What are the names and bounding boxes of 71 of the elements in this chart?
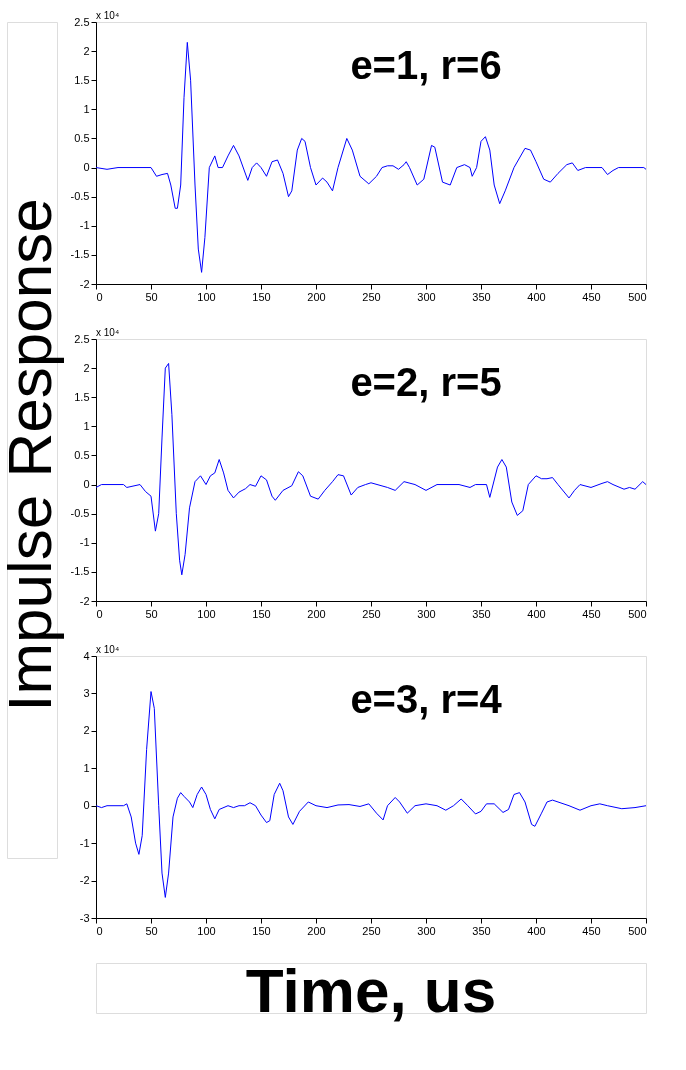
y-tick-label: -0.5 [70,507,90,520]
y-tick-label: 0.5 [74,131,90,144]
y-tick-label: 4 [83,649,90,662]
y-tick-label: -1.5 [70,248,90,261]
y-tick-label: -3 [79,911,90,924]
x-tick-label: 350 [472,290,491,303]
x-tick-label: 250 [362,290,381,303]
x-tick-label: 0 [96,607,103,620]
y-tick-label: -2 [79,874,90,887]
y-tick-label: 1.5 [74,73,90,86]
y-tick-label: 1 [83,419,90,432]
x-tick-label: 400 [527,290,546,303]
x-tick-label: 50 [145,290,158,303]
x-tick-label: 50 [145,607,158,620]
x-tick-label: 200 [307,290,326,303]
x-tick-label: 450 [582,924,601,937]
x-axis-title: Time, us [245,956,497,1025]
y-tick-label: 1 [83,102,90,115]
x-tick-label: 50 [145,924,158,937]
x-tick-label: 150 [252,290,271,303]
y-tick-label: 0 [83,161,90,174]
y-tick-label: -2 [79,277,90,290]
y-tick-label: -2 [79,594,90,607]
x-tick-label: 350 [472,607,491,620]
y-tick-label: -1.5 [70,565,90,578]
text: x 10⁴ [96,10,120,21]
x-tick-label: 500 [628,607,647,620]
y-tick-label: 2 [83,44,90,57]
y-tick-label: -0.5 [70,190,90,203]
text: x 10⁴ [96,644,120,655]
x-tick-label: 500 [628,290,647,303]
x-tick-label: 0 [96,290,103,303]
x-tick-label: 250 [362,607,381,620]
x-tick-label: 300 [417,924,436,937]
x-tick-label: 200 [307,924,326,937]
x-tick-label: 150 [252,924,271,937]
y-axis-title: Impulse Response [0,198,64,712]
annotation: e=3, r=4 [350,676,503,721]
y-tick-label: 2.5 [74,15,90,28]
x-tick-label: 500 [628,924,647,937]
y-tick-label: 2 [83,724,90,737]
x-tick-label: 450 [582,607,601,620]
x-tick-label: 300 [417,290,436,303]
x-tick-label: 100 [197,607,216,620]
y-tick-label: 0 [83,799,90,812]
x-tick-label: 200 [307,607,326,620]
y-tick-label: 0.5 [74,448,90,461]
x-tick-label: 100 [197,290,216,303]
x-tick-label: 300 [417,607,436,620]
y-tick-label: 1.5 [74,390,90,403]
x-tick-label: 100 [197,924,216,937]
y-tick-label: -1 [79,219,90,232]
x-tick-label: 150 [252,607,271,620]
y-tick-label: 3 [83,686,90,699]
annotation: e=2, r=5 [350,359,502,404]
x-tick-label: 400 [527,924,546,937]
y-tick-label: 0 [83,478,90,491]
text: x 10⁴ [96,327,120,338]
line-series [95,41,647,273]
y-tick-label: 1 [83,761,90,774]
y-tick-label: -1 [79,536,90,549]
y-tick-label: -1 [79,836,90,849]
x-tick-label: 0 [96,924,103,937]
x-tick-label: 350 [472,924,491,937]
y-tick-label: 2 [83,361,90,374]
x-tick-label: 450 [582,290,601,303]
line-series [95,362,647,576]
annotation: e=1, r=6 [350,42,502,87]
y-tick-label: 2.5 [74,332,90,345]
x-tick-label: 400 [527,607,546,620]
x-tick-label: 250 [362,924,381,937]
